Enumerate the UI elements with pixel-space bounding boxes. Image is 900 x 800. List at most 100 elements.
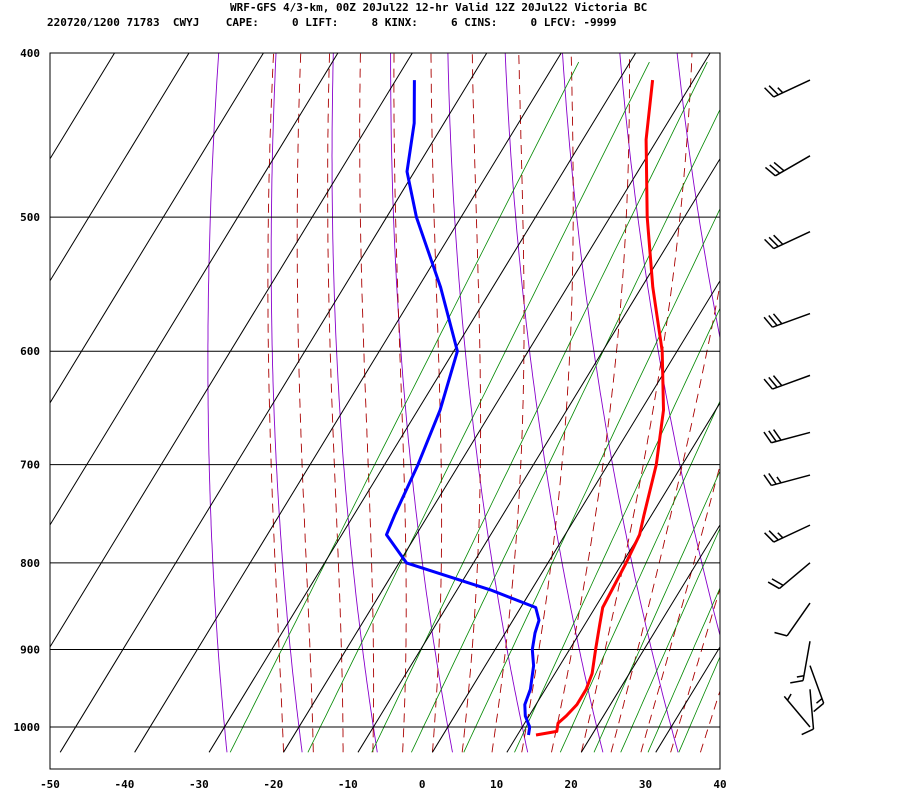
wind-barb-staff [772,312,811,328]
wind-barb [764,155,811,177]
pressure-tick-label: 1000 [14,721,41,734]
moist-adiabat [551,53,630,753]
dry-adiabat [849,53,900,752]
isotherm [283,53,711,753]
wind-barb-staff [771,474,811,487]
moist-adiabat [640,463,720,753]
wind-barb-staff [773,524,811,543]
grid [50,53,900,753]
dry-adiabat [792,53,900,752]
dry-adiabat [734,53,900,752]
wind-barb [763,312,811,328]
pressure-tick-label: 400 [20,47,40,60]
isotherm [50,53,413,648]
isotherm [208,53,637,753]
wind-barb [764,524,811,543]
wind-barb-staff [778,562,811,590]
dry-adiabat [207,53,228,753]
wind-barb-staff [786,602,811,637]
moist-adiabat [610,282,720,753]
wind-barb-flag [773,234,784,245]
mixing-ratio-line [593,470,720,753]
mixing-ratio-line [371,61,708,753]
isotherm [805,53,900,752]
wind-barb-flag [768,473,777,485]
dry-adiabat [562,53,679,753]
wind-barb-half-flag [777,532,784,539]
wind-barb [763,473,811,487]
wind-barb-staff [773,79,811,98]
temperature-tick-label: -40 [115,778,135,791]
moist-adiabat [491,53,525,753]
temperature-tick-label: 0 [419,778,426,791]
wind-barb-flag [771,578,784,587]
isotherm [580,523,720,753]
isotherm [730,53,900,752]
wind-barb-flag [764,87,775,98]
wind-barb-flag [768,315,778,326]
wind-barb-flag [764,166,776,177]
dry-adiabat [676,53,720,341]
wind-barb-staff [809,689,815,730]
wind-barb-flag [772,313,783,325]
wind-barb-flag [774,631,788,637]
wind-barb-flag [773,161,785,172]
isotherm [134,53,562,753]
pressure-tick-label: 800 [20,557,40,570]
moist-adiabat [430,53,443,753]
dewpoint-line [385,80,541,736]
isotherm [655,645,720,753]
wind-barb-half-flag [816,697,823,704]
moist-adiabat [461,53,482,753]
dry-adiabat [331,53,378,753]
wind-barb-staff [772,374,811,390]
isotherm [59,53,488,753]
isotherm [50,53,190,282]
temperature-tick-label: -30 [189,778,209,791]
moist-adiabat [327,53,344,753]
mixing-ratio-line [307,61,650,753]
wind-barb-flag [768,85,779,96]
wind-barb-flag [813,702,825,713]
pressure-axis: 400 500 600 700 800 900 1000 [14,47,41,734]
wind-barb-flag [763,431,772,444]
temperature-axis: -50 -40 -30 -20 -10 0 10 20 30 40 [40,778,727,791]
wind-barb-flag [768,376,778,388]
moist-adiabat [730,51,900,752]
wind-barb-flag [768,430,777,442]
wind-barb-flag [772,429,782,441]
wind-barb-flag [768,236,779,248]
moist-adiabat [296,53,314,753]
temperature-tick-label: -10 [338,778,358,791]
isotherm [506,401,720,753]
wind-barb-flag [767,581,780,590]
wind-barb [801,689,815,736]
wind-barb-staff [802,641,811,681]
wind-barb-half-flag [786,693,792,701]
chart-title: WRF-GFS 4/3-km, 00Z 20Jul22 12-hr Valid … [230,1,647,14]
wind-barb-staff [809,665,825,704]
wind-barb-flag [769,164,781,174]
background-lines [207,51,900,753]
wind-barb-flag [801,728,814,736]
mixing-ratio-line [514,307,720,753]
wind-barb [774,602,811,637]
moist-adiabat [393,53,407,753]
temperature-tick-label: 10 [490,778,503,791]
wind-barb-flag [772,375,783,387]
wind-barb-staff [773,231,811,250]
wind-barb-staff [783,695,811,728]
wind-barb-flag [764,238,775,250]
profile-lines [385,79,665,737]
wind-barb [764,79,811,98]
wind-barb-flag [763,378,773,390]
mixing-ratio-line [647,587,720,753]
wind-barbs [763,79,825,736]
mixing-ratio-line [559,400,720,753]
temperature-tick-label: 30 [639,778,652,791]
moist-adiabat [521,53,574,753]
temperature-tick-label: -50 [40,778,60,791]
isotherm [50,53,339,526]
isotherm [50,53,115,160]
